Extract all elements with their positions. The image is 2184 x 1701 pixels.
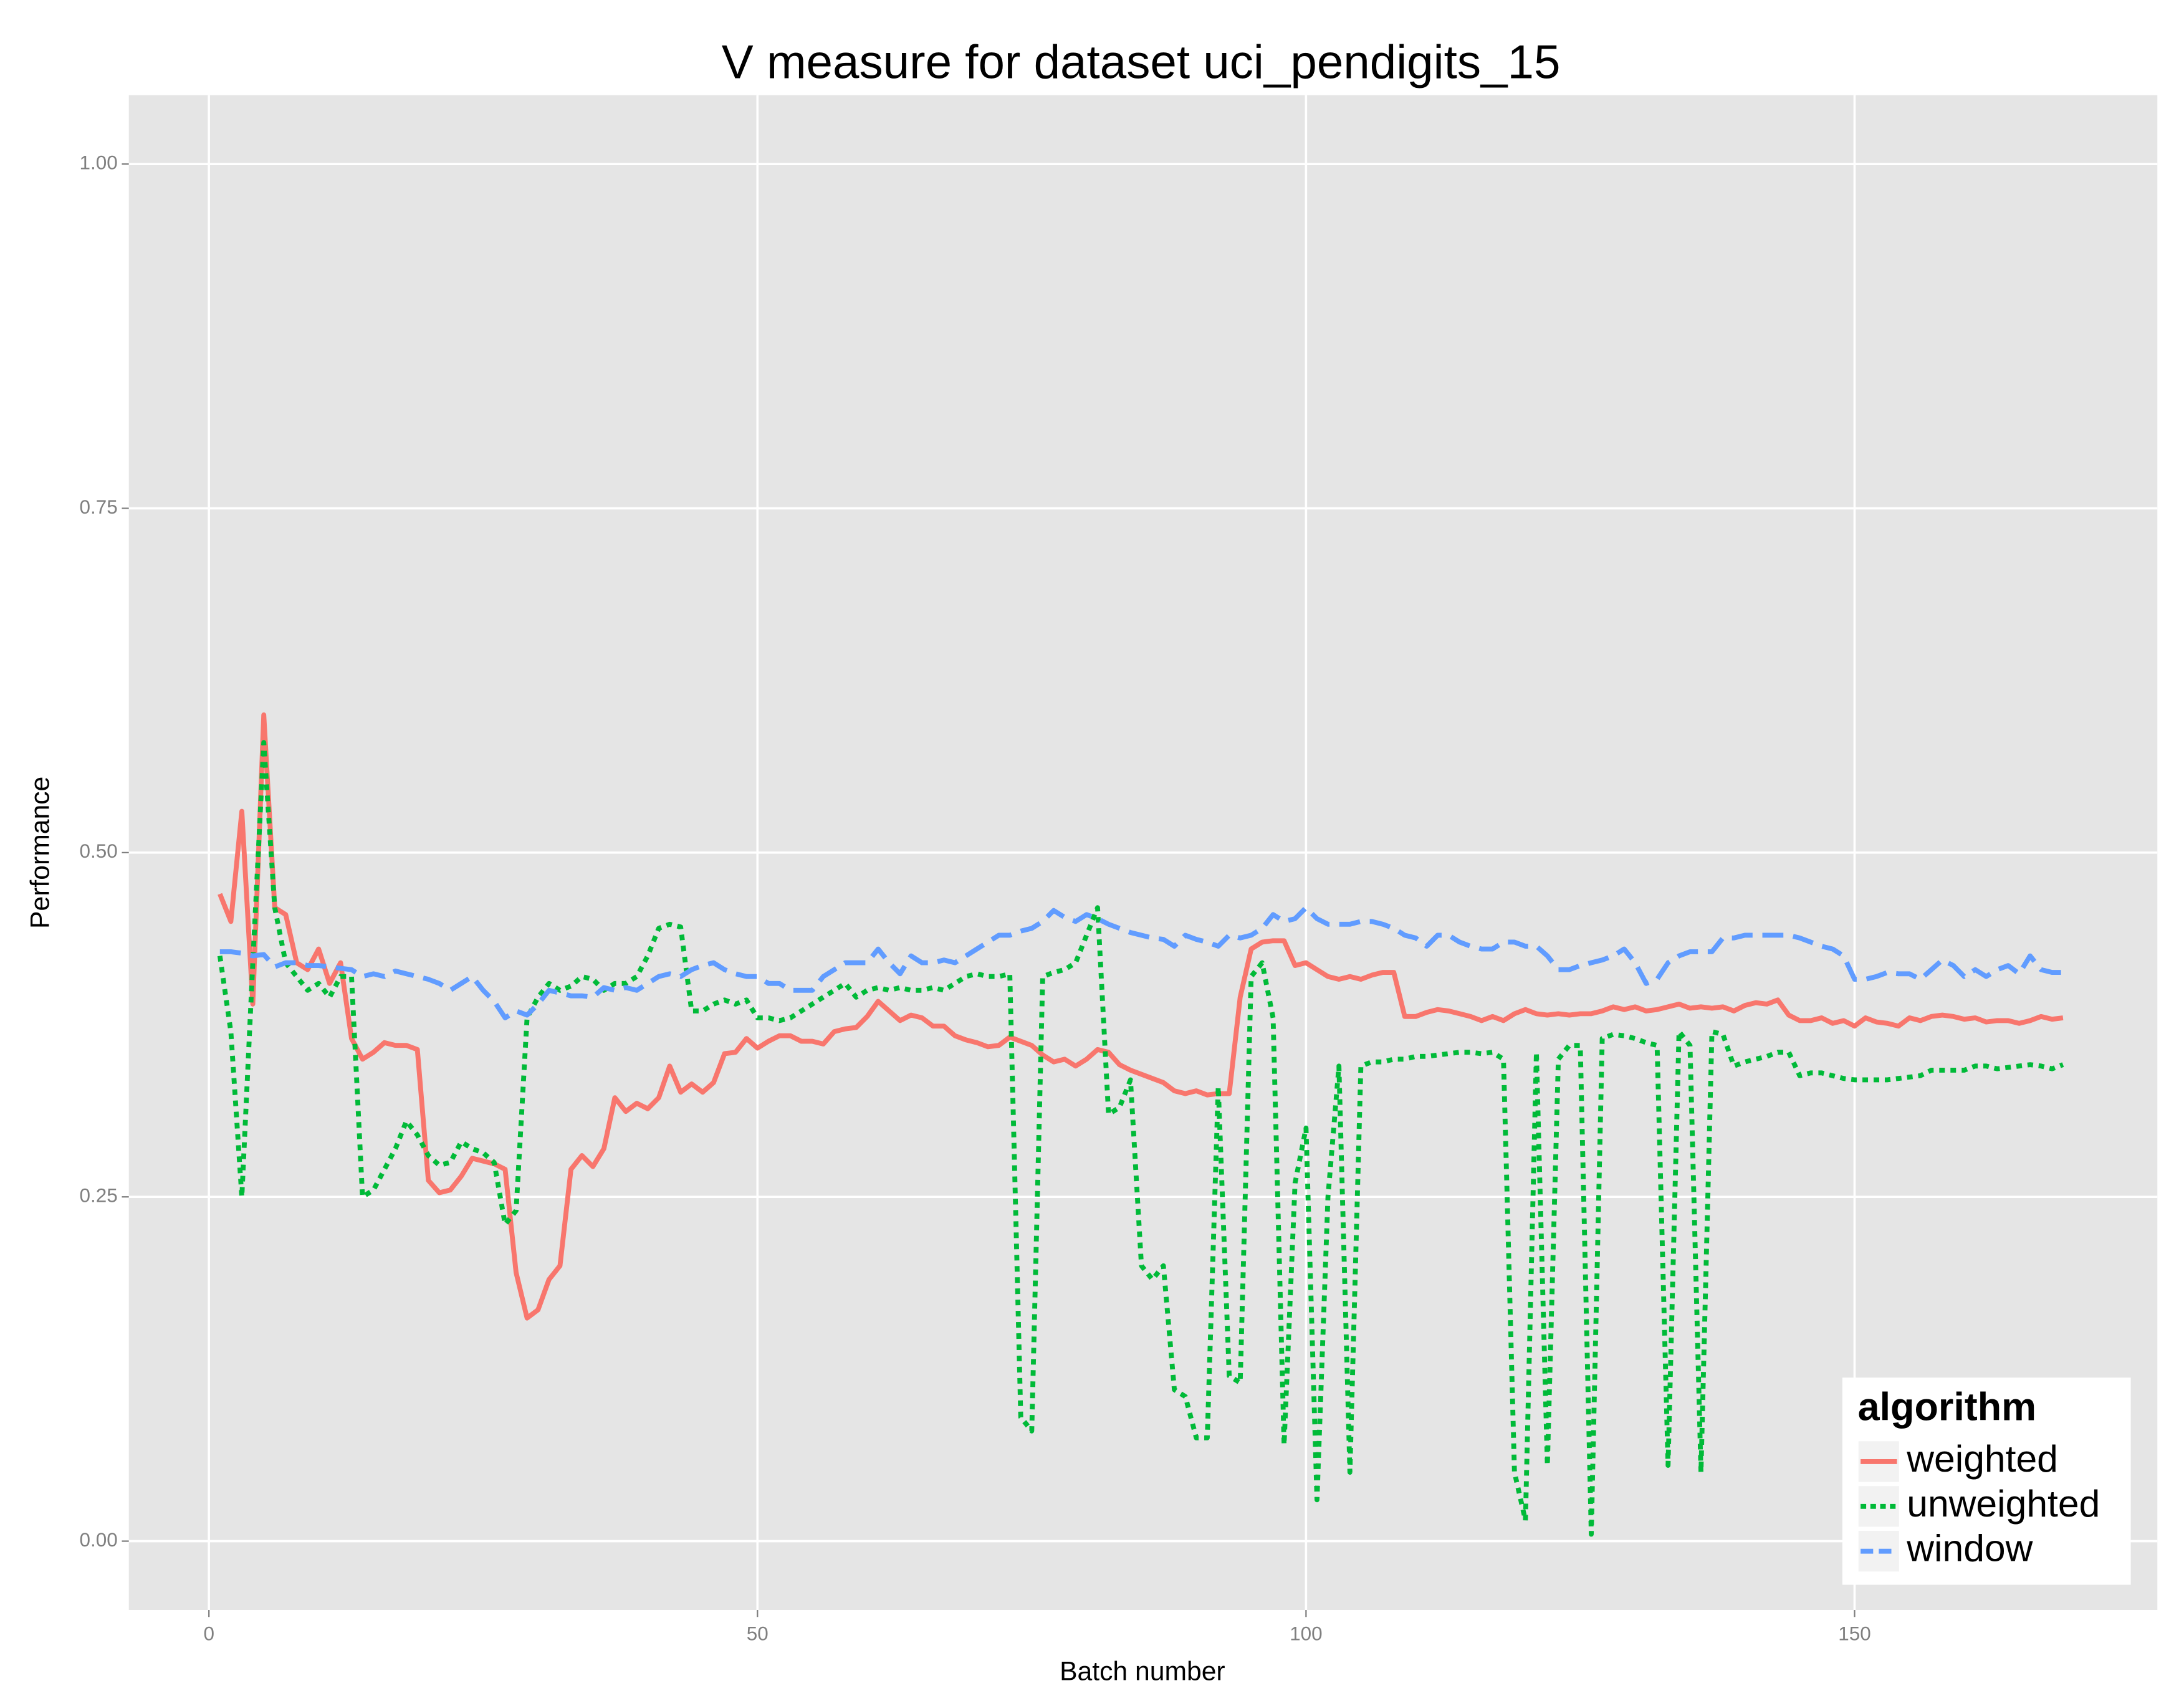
legend-key-bg <box>1857 1484 1901 1528</box>
y-tick-label: 0.25 <box>80 1185 118 1207</box>
legend-label: weighted <box>1906 1437 2058 1480</box>
series-line <box>219 905 2063 1020</box>
y-tick-label: 0.00 <box>80 1529 118 1551</box>
x-tick-label: 50 <box>747 1623 769 1645</box>
legend-label: unweighted <box>1907 1482 2100 1525</box>
x-tick-label: 150 <box>1838 1623 1870 1645</box>
x-tick-label: 0 <box>203 1623 214 1645</box>
legend-title: algorithm <box>1858 1385 2036 1429</box>
y-tick-label: 0.50 <box>80 840 118 862</box>
chart-title: V measure for dataset uci_pendigits_15 <box>722 36 1561 89</box>
x-tick-label: 100 <box>1290 1623 1322 1645</box>
y-tick-label: 0.75 <box>80 496 118 518</box>
grid <box>128 95 2158 1611</box>
x-axis-label: Batch number <box>1060 1656 1225 1686</box>
y-tick-label: 1.00 <box>80 152 118 174</box>
lines <box>217 712 2064 1537</box>
legend-label: window <box>1906 1527 2033 1569</box>
series-line <box>217 740 2064 1537</box>
y-axis-label: Performance <box>26 777 55 929</box>
series-line <box>218 712 2064 1321</box>
